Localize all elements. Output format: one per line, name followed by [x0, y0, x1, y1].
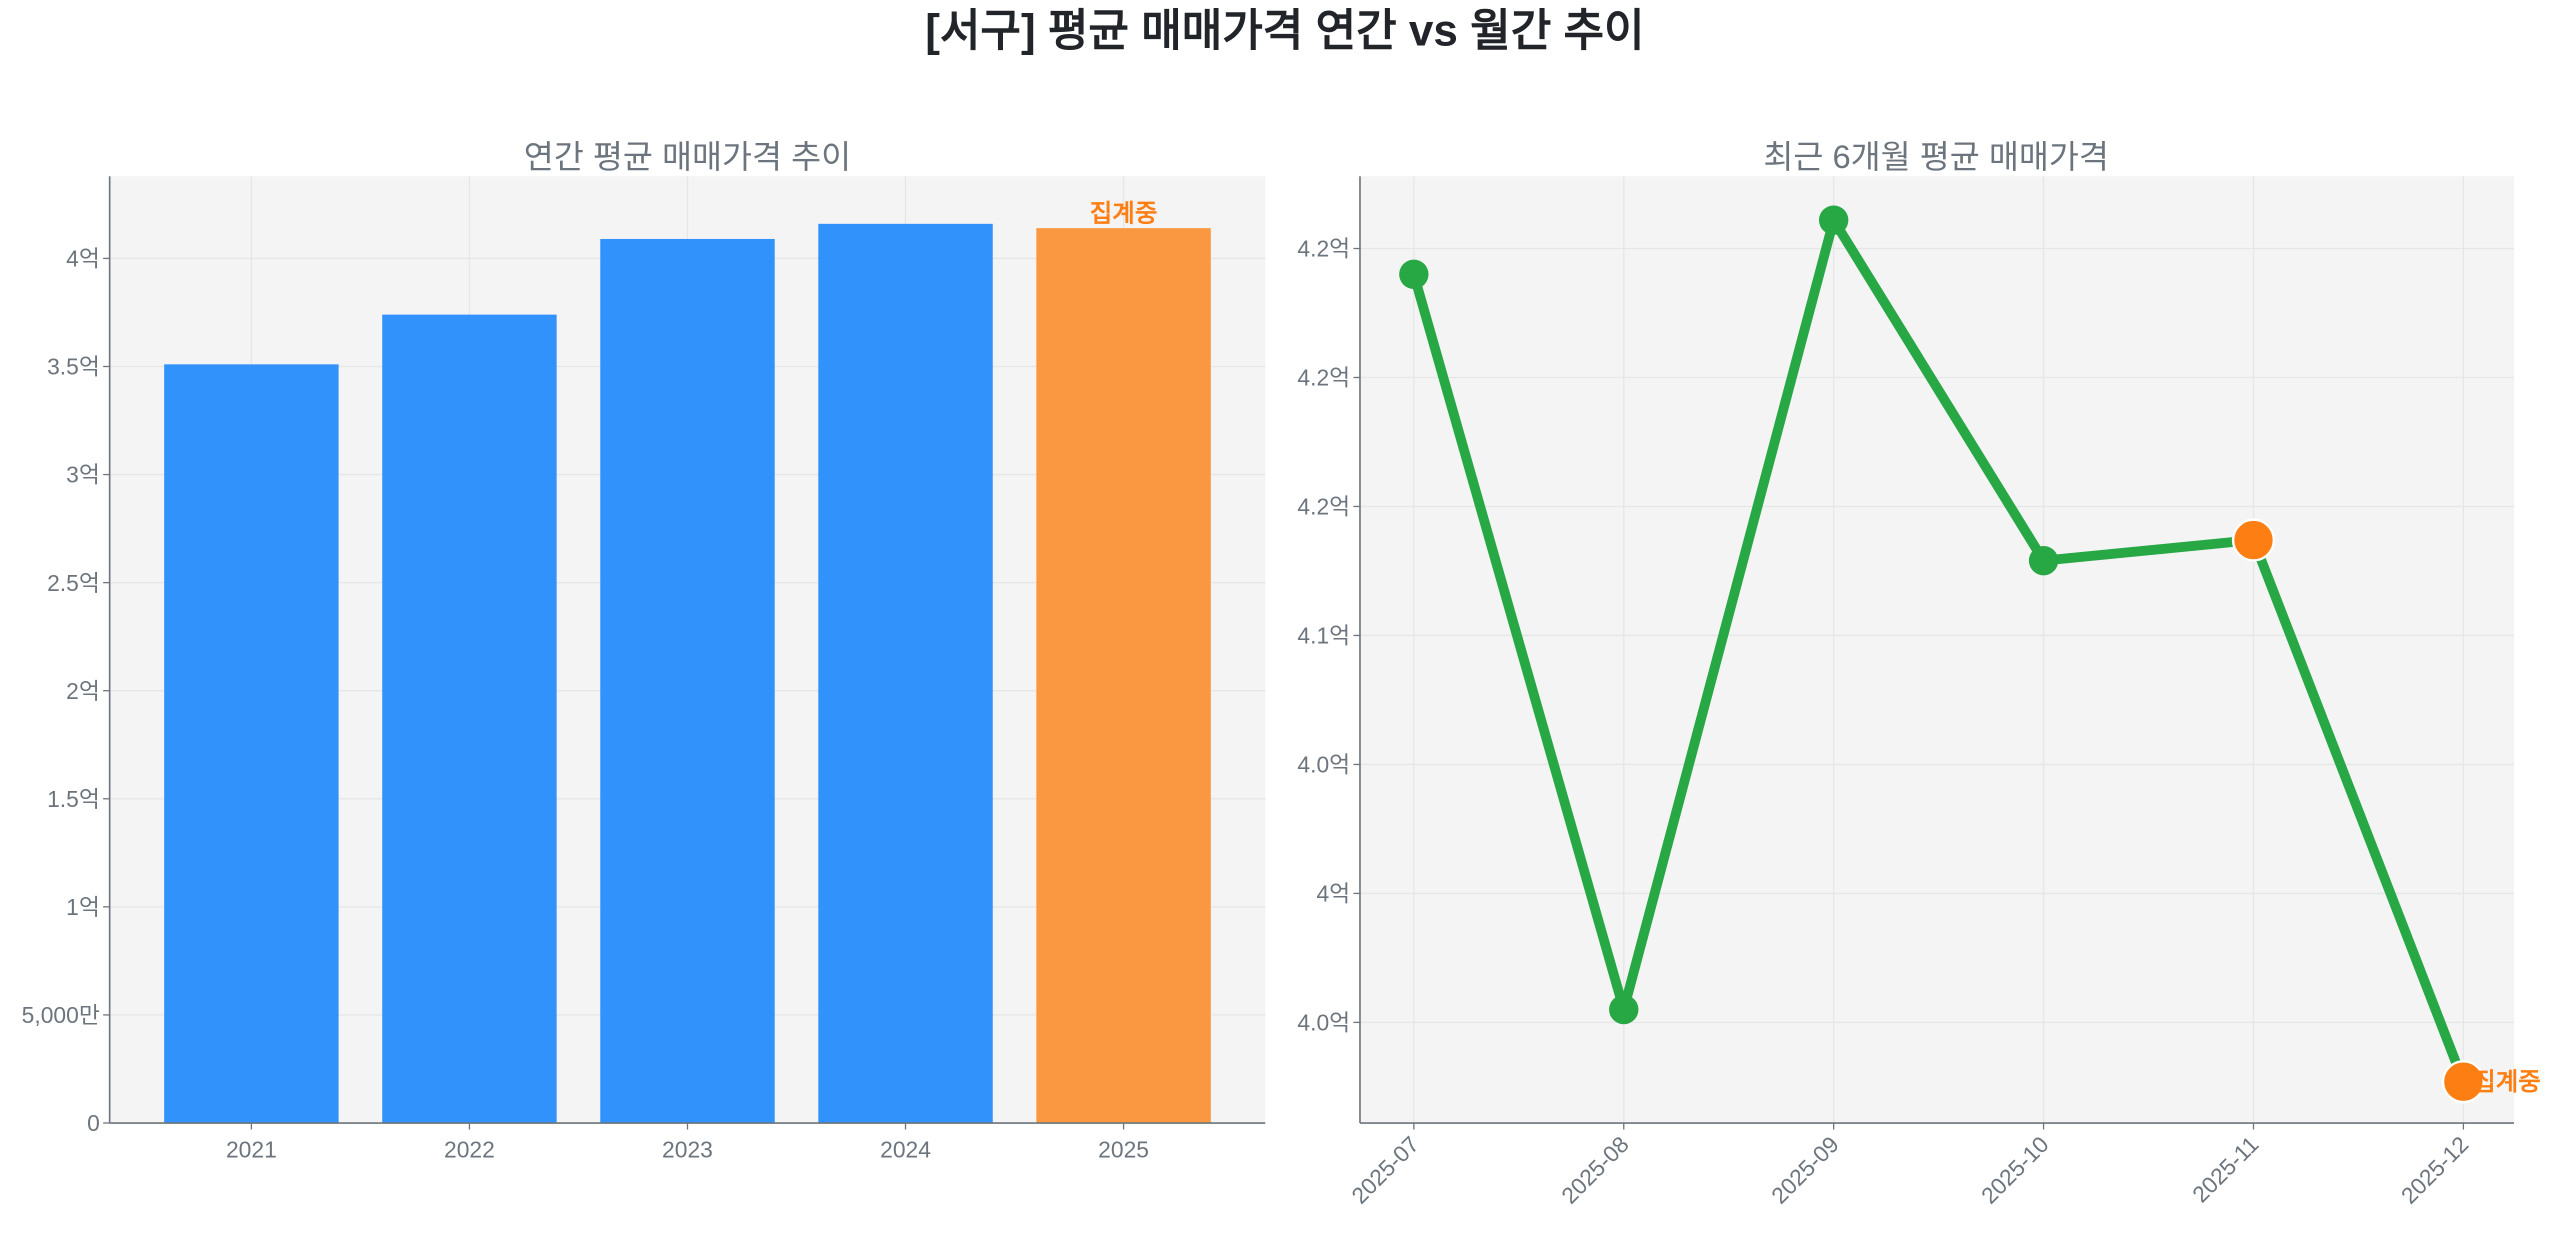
bar-annotation: 집계중: [1090, 200, 1158, 228]
line-point-2025-07: [1399, 259, 1429, 290]
line-ytick-label: 4.0억: [1297, 752, 1350, 778]
bar-ytick-label: 0: [87, 1110, 100, 1136]
line-point-2025-08: [1609, 994, 1639, 1025]
bar-chart-title: 연간 평균 매매가격 추이: [524, 138, 851, 175]
bar-ytick-label: 3억: [66, 462, 100, 488]
bar-chart: 연간 평균 매매가격 추이 0 5,000만 1억 1.5억 2억 2.5억 3억 3.5억 4…: [22, 138, 1266, 1162]
line-point-2025-11: [2231, 518, 2276, 562]
line-ytick-label: 4.1억: [1297, 623, 1350, 649]
bar-ytick-label: 1억: [66, 894, 100, 920]
bar-2023: [600, 238, 775, 1124]
figure-title: [서구] 평균 매매가격 연간 vs 월간 추이: [925, 7, 1644, 56]
line-point-2025-12: [2441, 1060, 2486, 1104]
bar-ytick-label: 2.5억: [47, 570, 100, 596]
line-chart: 최근 6개월 평균 매매가격 4.0억 4억 4.0억 4.1억 4.2억 4.2억 4.2…: [1297, 138, 2540, 1209]
bar-2025: [1036, 228, 1211, 1124]
bar-ytick-label: 1.5억: [47, 786, 100, 812]
line-xtick-label: 2025-11: [2187, 1131, 2263, 1207]
bar-xtick-label: 2022: [444, 1136, 495, 1162]
line-xtick-label: 2025-09: [1766, 1131, 1844, 1209]
bar-ytick-label: 3.5억: [47, 354, 100, 380]
line-ytick-label: 4.2억: [1297, 494, 1350, 520]
bar-xtick-label: 2023: [662, 1136, 713, 1162]
bar-ytick-label: 2억: [66, 678, 100, 704]
line-plot-area: [1359, 176, 2514, 1124]
line-xtick-label: 2025-10: [1976, 1131, 2054, 1209]
line-ytick-label: 4.2억: [1297, 365, 1350, 391]
line-ytick-label: 4.0억: [1297, 1010, 1350, 1036]
bar-xtick-label: 2024: [880, 1136, 931, 1162]
bar-ytick-label: 4억: [66, 246, 100, 272]
line-ytick-label: 4.2억: [1297, 236, 1350, 262]
bar-2024: [818, 223, 993, 1124]
line-ytick-label: 4억: [1316, 881, 1350, 907]
bar-xtick-label: 2025: [1098, 1136, 1149, 1162]
bar-2022: [382, 314, 557, 1124]
line-series: [1409, 215, 2468, 1084]
line-chart-title: 최근 6개월 평균 매매가격: [1763, 138, 2108, 175]
bar-ytick-label: 5,000만: [22, 1002, 100, 1028]
line-xtick-label: 2025-08: [1556, 1131, 1634, 1209]
line-point-2025-10: [2028, 545, 2059, 576]
line-xtick-label: 2025-07: [1346, 1131, 1424, 1209]
bar-2021: [164, 364, 339, 1124]
line-point-2025-09: [1818, 205, 1849, 235]
line-annotation: 집계중: [2473, 1068, 2541, 1096]
bar-xtick-label: 2021: [226, 1136, 277, 1162]
line-xtick-label: 2025-12: [2396, 1131, 2474, 1209]
